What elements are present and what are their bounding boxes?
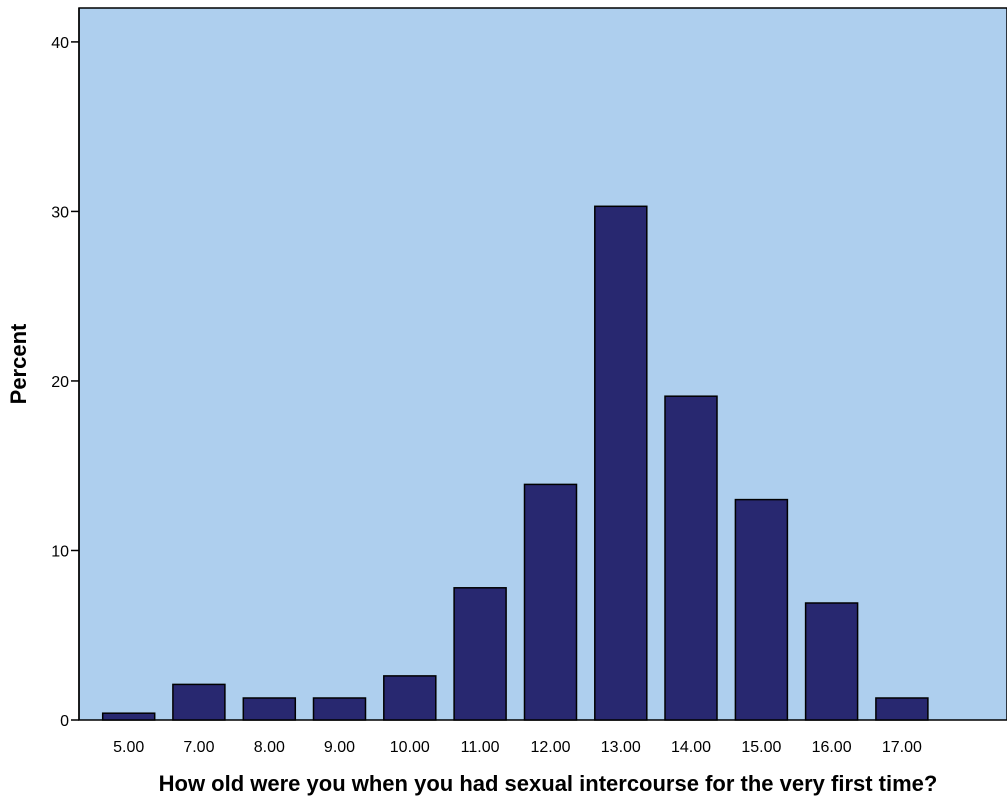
y-tick-label: 0 <box>60 713 69 730</box>
x-tick-label: 9.00 <box>324 739 355 756</box>
bars-group <box>101 205 929 721</box>
y-axis-title: Percent <box>6 323 31 404</box>
x-axis-title: How old were you when you had sexual int… <box>159 771 938 796</box>
x-tick-label: 12.00 <box>530 739 570 756</box>
x-tick-label: 11.00 <box>461 739 500 756</box>
bar-14.00 <box>664 395 718 721</box>
y-tick-label: 10 <box>51 543 69 560</box>
bar-7.00 <box>172 683 226 721</box>
x-tick-label: 8.00 <box>254 739 285 756</box>
y-axis: 0 10 20 30 40 <box>51 8 80 730</box>
bar-5.00 <box>101 712 156 721</box>
x-tick-label: 15.00 <box>741 739 781 756</box>
y-tick-label: 30 <box>51 204 69 221</box>
bar-9.00 <box>312 697 367 721</box>
x-tick-label: 14.00 <box>671 739 711 756</box>
bar-8.00 <box>242 697 297 721</box>
bar-12.00 <box>523 483 578 721</box>
x-tick-label: 13.00 <box>601 739 641 756</box>
bar-16.00 <box>804 602 859 721</box>
bar-15.00 <box>734 498 789 721</box>
bar-13.00 <box>594 205 648 721</box>
x-tick-label: 17.00 <box>882 739 922 756</box>
y-tick-label: 40 <box>51 35 69 52</box>
bar-10.00 <box>383 675 437 721</box>
x-tick-label: 16.00 <box>812 739 852 756</box>
y-tick-label: 20 <box>51 374 69 391</box>
bar-17.00 <box>875 697 929 721</box>
x-tick-label: 5.00 <box>113 739 144 756</box>
x-tick-label: 7.00 <box>183 739 214 756</box>
x-tick-label: 10.00 <box>390 739 430 756</box>
x-axis: 5.00 7.00 8.00 9.00 10.00 11.00 12.00 13.00 14.0… <box>113 739 922 756</box>
bar-11.00 <box>453 587 507 721</box>
